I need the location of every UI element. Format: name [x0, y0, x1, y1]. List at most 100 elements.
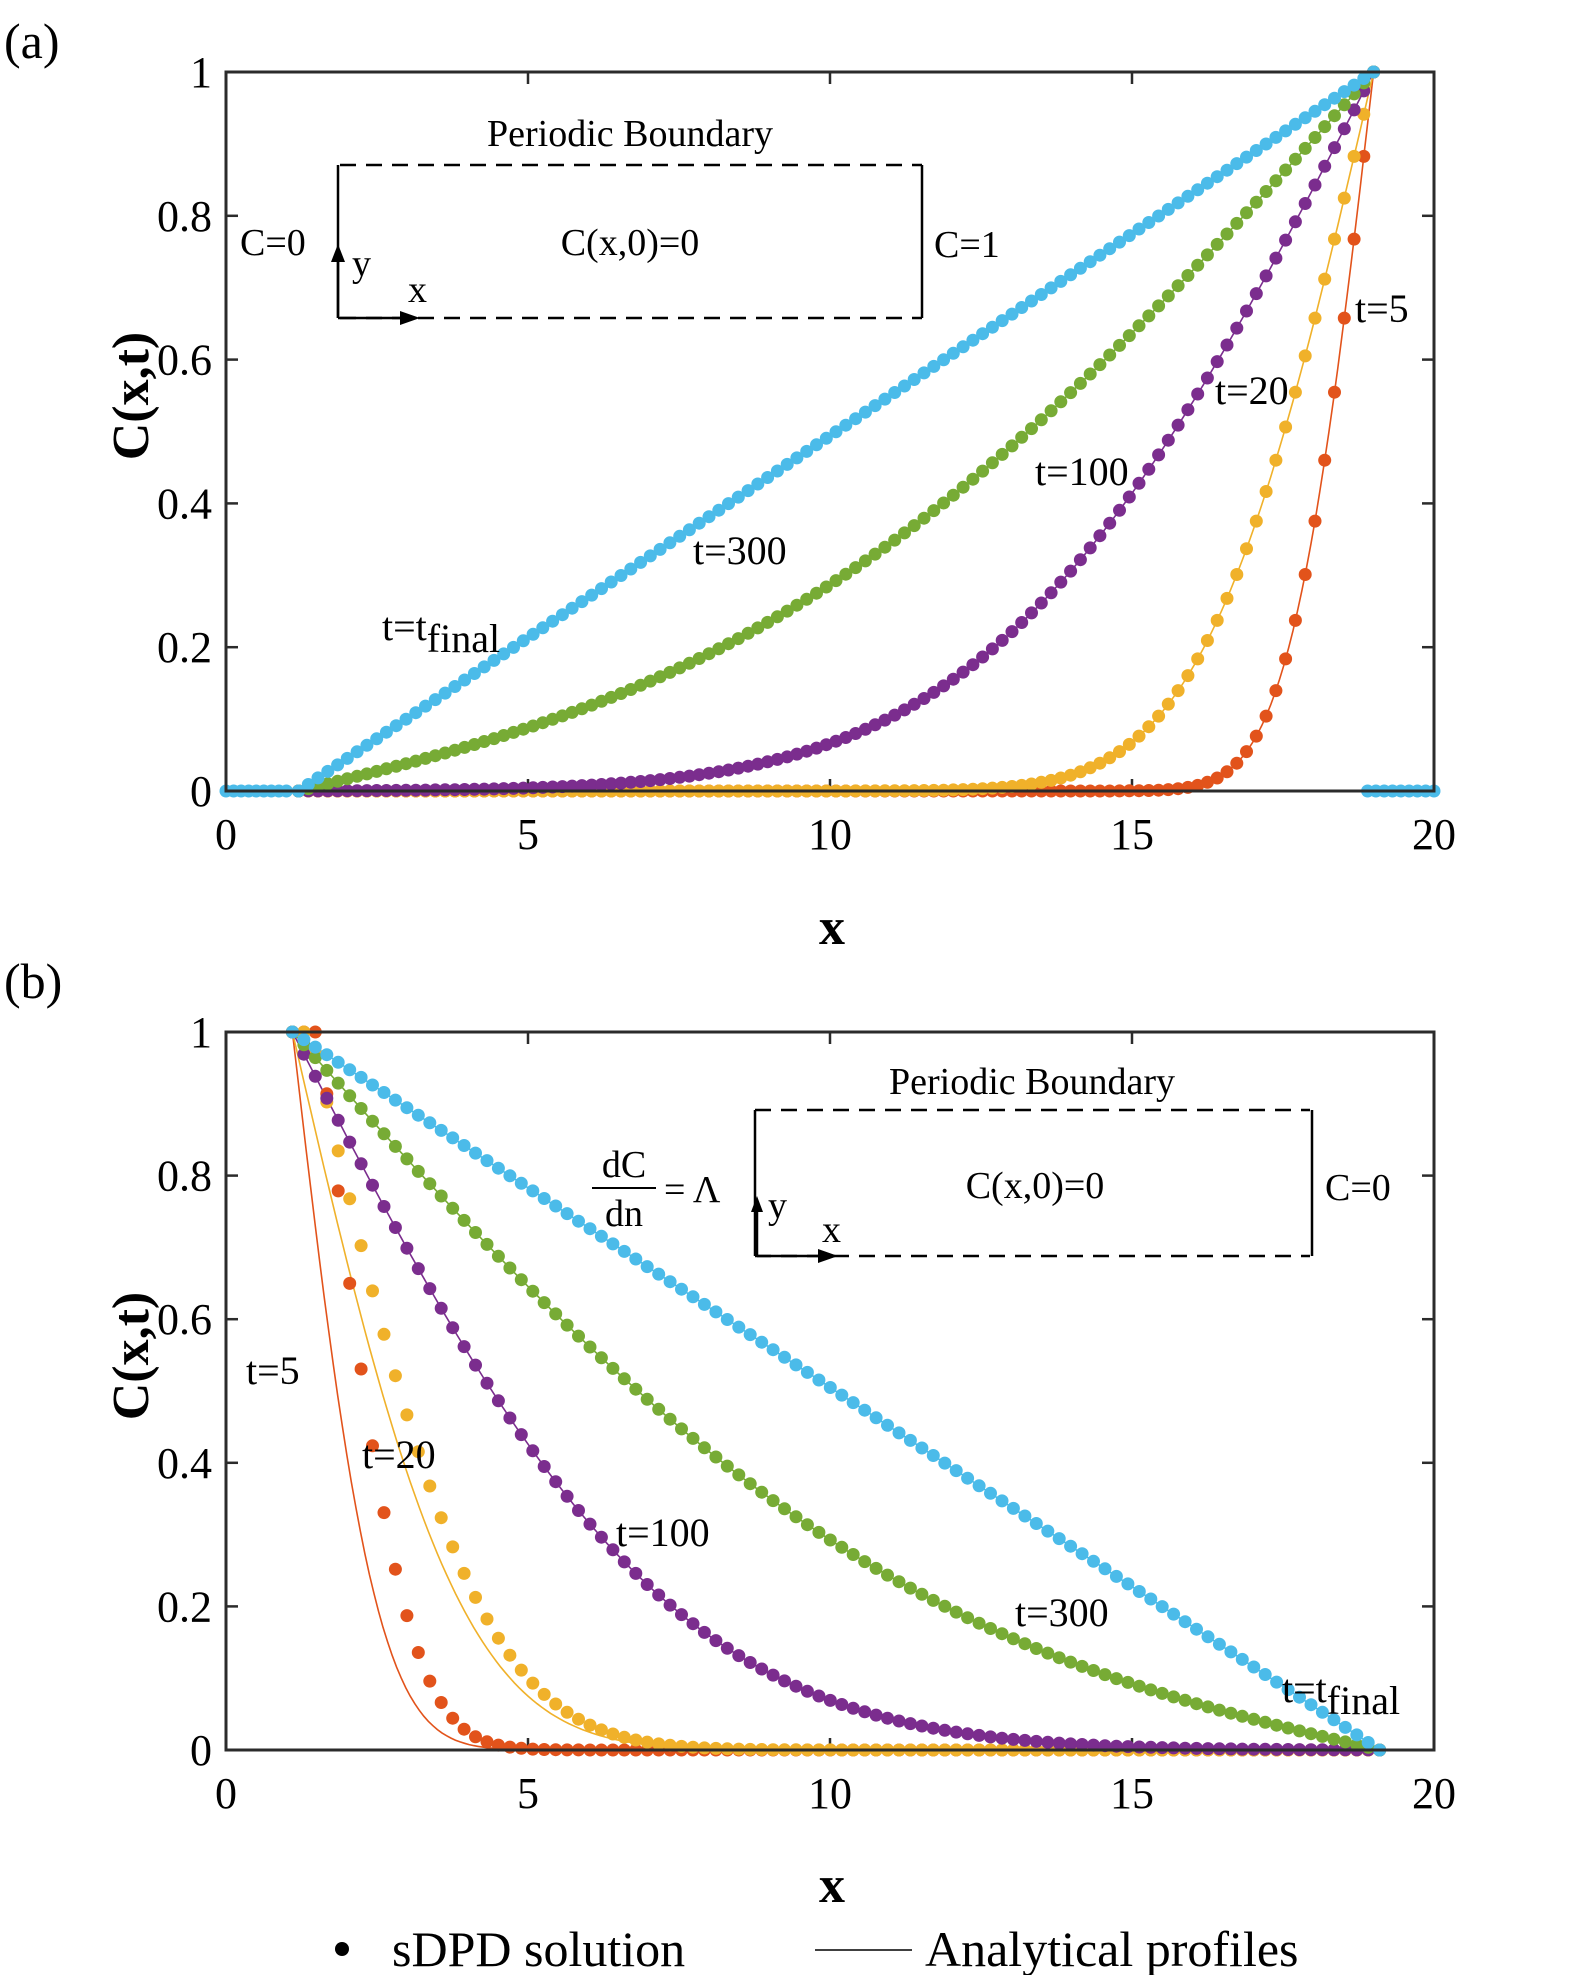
data-point-t=tfinal — [1113, 235, 1126, 249]
data-point-t=tfinal — [1098, 1562, 1112, 1576]
data-point-t=tfinal — [1338, 1720, 1352, 1734]
panel-a-plot-frame — [224, 70, 1436, 793]
data-point-t=300 — [675, 1422, 688, 1436]
data-point-t=5 — [1308, 514, 1322, 528]
panel-b-plot-frame — [224, 1030, 1436, 1752]
data-point-t=100 — [354, 1157, 368, 1171]
data-point-t=tfinal — [1132, 222, 1146, 236]
data-point-t=100 — [663, 1598, 677, 1612]
data-point-t=100 — [1155, 1741, 1169, 1755]
data-point-t=100 — [1240, 304, 1253, 318]
data-point-t=tfinal — [1269, 130, 1283, 144]
data-point-t=tfinal — [1293, 1690, 1306, 1704]
data-point-t=20 — [366, 1284, 379, 1298]
data-point-t=100 — [839, 731, 853, 744]
data-point-t=20 — [629, 1733, 643, 1747]
data-point-t=100 — [537, 1460, 551, 1473]
data-point-t=100 — [961, 1727, 975, 1741]
data-point-t=tfinal — [331, 758, 345, 772]
data-point-t=100 — [565, 779, 579, 793]
data-point-t=tfinal — [320, 1048, 334, 1062]
data-point-t=tfinal — [1167, 1607, 1181, 1621]
data-point-t=tfinal — [411, 1108, 425, 1122]
data-point-t=100 — [1318, 159, 1332, 173]
data-point-t=tfinal — [1041, 1524, 1055, 1538]
data-point-t=tfinal — [1171, 196, 1185, 210]
data-point-t=300 — [457, 1213, 471, 1227]
data-point-t=tfinal — [1361, 1736, 1375, 1749]
data-point-t=300 — [491, 1249, 505, 1263]
data-point-t=300 — [503, 1261, 517, 1275]
data-point-t=tfinal — [732, 1320, 746, 1334]
data-point-t=100 — [549, 1475, 563, 1489]
data-point-t=300 — [1034, 413, 1048, 427]
data-point-t=tfinal — [507, 640, 520, 654]
data-point-t=tfinal — [594, 1229, 608, 1243]
data-point-t=300 — [1018, 1637, 1032, 1651]
data-point-t=tfinal — [839, 418, 853, 432]
data-point-t=300 — [829, 574, 843, 588]
panel-b-ticks: 0 5 10 15 20 0 0.2 0.4 0.6 0.8 1 — [157, 1008, 1456, 1818]
data-point-t=300 — [1064, 386, 1078, 400]
data-point-t=100 — [949, 1725, 963, 1739]
panel-a-y-axis-title: C(x,t) — [103, 332, 160, 461]
data-point-t=20 — [572, 1712, 585, 1726]
data-point-t=20 — [1161, 697, 1175, 711]
data-point-t=20 — [1191, 652, 1205, 666]
data-point-t=100 — [1034, 596, 1048, 610]
data-point-t=tfinal — [819, 431, 833, 445]
data-point-t=tfinal — [366, 1078, 379, 1092]
data-point-t=tfinal — [1288, 117, 1302, 131]
data-point-t=100 — [1103, 516, 1117, 530]
data-point-t=100 — [810, 741, 823, 755]
data-point-t=300 — [434, 1189, 448, 1203]
data-point-t=20 — [1210, 613, 1224, 627]
data-point-t=300 — [1155, 1686, 1169, 1700]
data-point-t=300 — [778, 1502, 791, 1516]
data-point-t=100 — [1161, 433, 1175, 447]
data-point-t=100 — [366, 1178, 379, 1192]
data-point-t=20 — [1328, 232, 1341, 246]
data-point-t=300 — [892, 1575, 906, 1589]
data-point-t=300 — [546, 712, 560, 726]
data-point-t=300 — [722, 637, 735, 651]
data-point-t=tfinal — [692, 516, 706, 530]
data-point-t=tfinal — [537, 1192, 551, 1205]
data-point-t=20 — [1220, 591, 1234, 605]
data-point-t=20 — [537, 1687, 551, 1701]
data-point-t=100 — [675, 1608, 688, 1622]
data-point-t=tfinal — [1235, 1652, 1249, 1666]
data-point-t=tfinal — [790, 451, 804, 465]
data-point-t=5 — [366, 1439, 379, 1453]
data-point-t=100 — [673, 770, 687, 784]
data-point-t=tfinal — [1005, 307, 1019, 321]
data-point-t=tfinal — [1220, 163, 1234, 177]
data-point-t=tfinal — [614, 569, 628, 582]
data-point-t=300 — [1258, 1715, 1272, 1729]
data-point-t=tfinal — [1240, 150, 1253, 164]
data-point-t=100 — [858, 722, 872, 736]
data-point-t=tfinal — [409, 706, 423, 720]
data-point-t=100 — [1152, 448, 1166, 462]
data-point-t=100 — [1200, 371, 1214, 385]
data-point-t=300 — [575, 702, 589, 716]
data-point-t=300 — [985, 456, 999, 470]
data-point-t=300 — [878, 540, 892, 554]
data-point-t=300 — [755, 1485, 769, 1499]
data-point-t=100 — [868, 718, 882, 732]
data-point-t=5 — [514, 1741, 528, 1755]
data-point-t=tfinal — [428, 693, 442, 707]
data-point-t=300 — [915, 1587, 929, 1601]
data-point-t=100 — [1087, 1738, 1100, 1752]
data-point-t=tfinal — [1191, 183, 1205, 197]
data-point-t=20 — [1054, 771, 1068, 785]
panel-a-label-t300: t=300 — [693, 528, 787, 573]
data-point-t=tfinal — [1093, 248, 1107, 262]
data-point-t=tfinal — [1315, 1705, 1329, 1719]
data-point-t=tfinal — [350, 745, 364, 759]
data-point-t=300 — [720, 1459, 734, 1473]
data-point-t=100 — [770, 752, 784, 766]
data-point-t=100 — [712, 765, 726, 779]
data-point-t=tfinal — [321, 764, 335, 778]
data-point-t=tfinal — [423, 1116, 437, 1130]
